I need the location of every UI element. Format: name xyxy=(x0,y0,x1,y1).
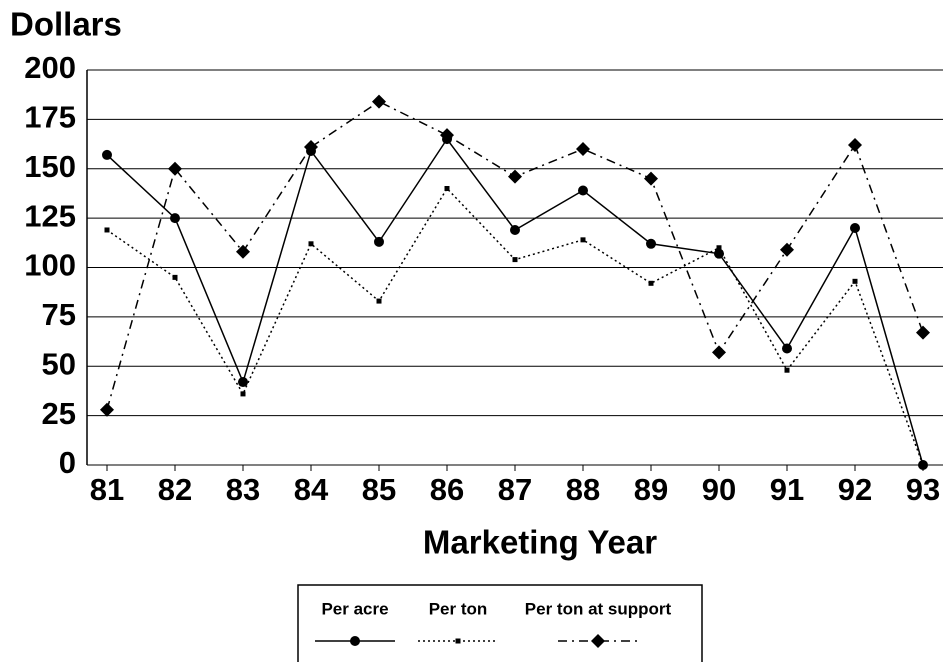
y-tick-label: 25 xyxy=(42,396,76,431)
y-tick-label: 200 xyxy=(24,50,76,85)
x-tick-label: 85 xyxy=(362,472,396,507)
point xyxy=(440,128,454,143)
point xyxy=(104,227,110,233)
x-tick-label: 88 xyxy=(566,472,600,507)
x-tick-label: 93 xyxy=(906,472,940,507)
point xyxy=(920,462,926,468)
x-tick-label: 82 xyxy=(158,472,192,507)
series-line xyxy=(106,100,924,410)
point xyxy=(102,149,112,160)
point xyxy=(712,345,726,360)
legend-marker xyxy=(350,636,360,646)
legend-label: Per ton at support xyxy=(525,599,672,618)
x-tick-label: 84 xyxy=(294,472,329,507)
y-axis-title: Dollars xyxy=(10,6,122,43)
point xyxy=(172,274,178,280)
x-axis-title: Marketing Year xyxy=(423,524,657,561)
point xyxy=(240,391,246,397)
legend-label: Per ton xyxy=(429,599,488,618)
point xyxy=(780,242,794,257)
y-tick-label: 100 xyxy=(24,248,76,283)
point xyxy=(170,213,180,224)
point xyxy=(714,248,724,259)
point xyxy=(304,140,318,155)
point xyxy=(236,244,250,259)
point xyxy=(508,169,522,184)
point xyxy=(576,142,590,156)
point xyxy=(850,223,860,233)
point xyxy=(512,257,518,263)
point xyxy=(100,402,114,417)
point xyxy=(784,367,790,373)
y-tick-label: 75 xyxy=(42,297,76,332)
point xyxy=(648,280,654,286)
point xyxy=(578,185,588,196)
point xyxy=(238,377,248,388)
legend-box xyxy=(297,584,703,662)
point xyxy=(444,186,450,191)
point xyxy=(646,238,656,249)
legend-marker xyxy=(455,638,461,644)
y-tick-label: 50 xyxy=(42,346,76,381)
y-tick-label: 150 xyxy=(24,149,76,184)
x-tick-label: 81 xyxy=(90,472,124,507)
x-tick-label: 89 xyxy=(634,472,668,507)
y-tick-label: 175 xyxy=(24,100,76,135)
x-tick-label: 87 xyxy=(498,472,532,507)
point xyxy=(308,241,314,247)
point xyxy=(716,245,722,251)
point xyxy=(374,236,384,247)
point xyxy=(372,94,386,109)
x-tick-label: 91 xyxy=(770,472,804,507)
point xyxy=(848,138,862,153)
point xyxy=(916,325,930,340)
point xyxy=(852,278,858,284)
point xyxy=(168,161,182,176)
point xyxy=(510,224,520,235)
y-tick-label: 0 xyxy=(59,445,76,480)
x-tick-label: 90 xyxy=(702,472,736,507)
point xyxy=(644,171,658,186)
legend-marker xyxy=(591,634,605,648)
legend-label: Per acre xyxy=(321,599,388,618)
y-tick-label: 125 xyxy=(24,198,76,233)
point xyxy=(376,298,382,304)
x-tick-label: 86 xyxy=(430,472,464,507)
x-tick-label: 92 xyxy=(838,472,872,507)
point xyxy=(580,237,586,243)
point xyxy=(782,343,792,354)
x-tick-label: 83 xyxy=(226,472,260,507)
